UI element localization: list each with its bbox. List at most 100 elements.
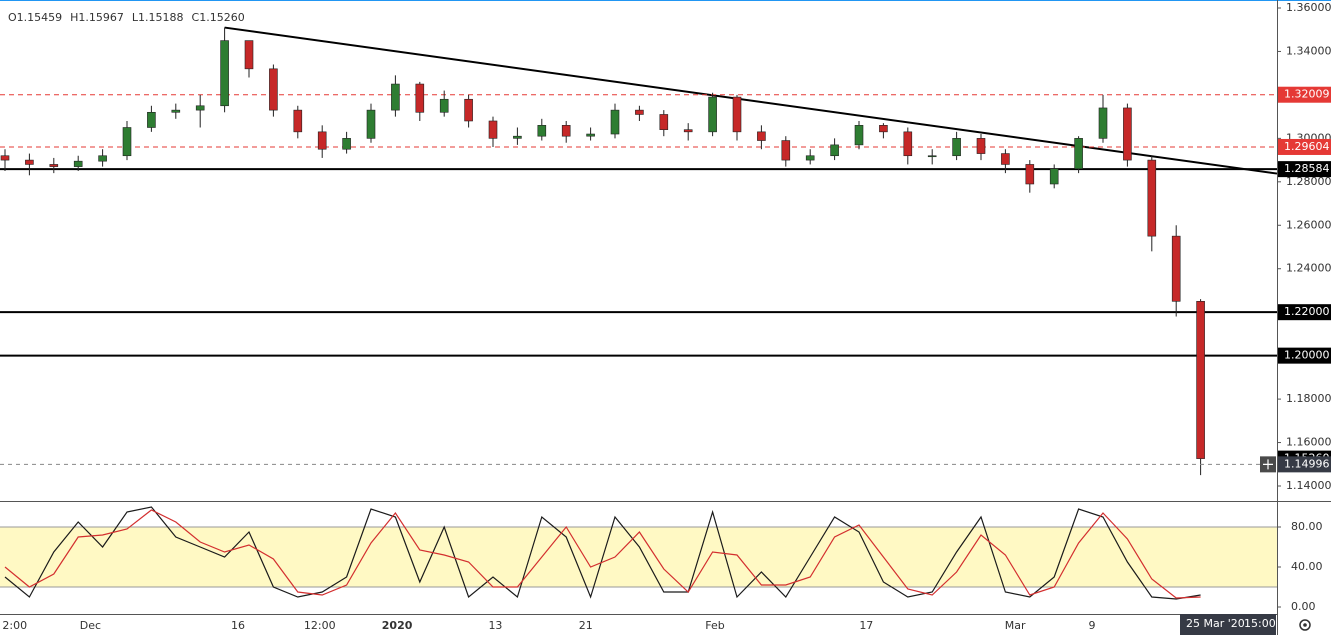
candle-body (1049, 168, 1059, 185)
x-tick-label: 2020 (382, 619, 413, 632)
candle-body (1123, 107, 1132, 161)
level-box (1278, 138, 1331, 155)
x-tick-label: Mar (1005, 619, 1026, 632)
level-box (1278, 161, 1331, 178)
candle-body (757, 131, 766, 141)
candle-body (1098, 107, 1108, 139)
candle-body (342, 138, 351, 150)
y-tick-label: 1.18000 (1286, 392, 1331, 405)
y-tick-label: 1.24000 (1286, 262, 1331, 275)
candle-body (195, 105, 205, 111)
cursor-date: 25 Mar '20 (1186, 617, 1245, 630)
candle-body (464, 98, 473, 122)
candle-body (1147, 159, 1157, 237)
oscillator-band (0, 527, 1277, 587)
candle-body (317, 131, 327, 150)
crosshair-price-label: 1.14996 (1284, 457, 1330, 470)
oscillator-line (4, 509, 1201, 599)
candle-body (976, 138, 986, 154)
candle-body (683, 129, 693, 133)
x-tick-label: 12:00 (304, 619, 336, 632)
candle-body (73, 160, 83, 167)
ohlc-value: C1.15260 (192, 11, 245, 24)
trendline (224, 26, 1278, 175)
candle-body (391, 83, 400, 111)
x-tick-label: 2:00 (2, 619, 27, 632)
candle-body (537, 125, 547, 137)
level-label: 1.29604 (1284, 140, 1330, 153)
candle-body (1025, 164, 1035, 185)
x-tick-label: 16 (231, 619, 245, 632)
candle-body (903, 131, 913, 157)
candle-body (488, 120, 498, 139)
level-box (1278, 347, 1331, 364)
candle-body (708, 96, 717, 133)
candle-body (220, 40, 229, 107)
candle-body (1196, 301, 1205, 459)
candle-body (49, 164, 59, 167)
candle-body (25, 159, 34, 165)
candle-body (0, 155, 10, 161)
ohlc-value: O1.15459 (8, 11, 62, 24)
candle-body (635, 109, 644, 115)
candle-body (366, 109, 376, 139)
candle-body (879, 125, 888, 133)
osc-tick-label: 0.00 (1291, 600, 1316, 613)
x-tick-label: Feb (705, 619, 724, 632)
candle-body (293, 109, 303, 133)
candle-body (952, 138, 961, 157)
level-box (1278, 304, 1331, 321)
candle-body (781, 140, 791, 161)
candle-body (439, 98, 449, 113)
crosshair-plus (1263, 459, 1273, 470)
x-tick-label: 17 (859, 619, 873, 632)
y-tick-label: 1.28000 (1286, 175, 1331, 188)
candle-body (561, 125, 571, 137)
candle-body (147, 111, 156, 128)
candle-body (586, 133, 595, 137)
candle-body (1171, 235, 1181, 302)
candle-body (854, 125, 864, 146)
y-tick-label: 1.36000 (1286, 1, 1331, 14)
candle-body (122, 127, 132, 157)
y-tick-label: 1.26000 (1286, 218, 1331, 231)
gear[interactable] (1299, 619, 1311, 631)
candle-body (805, 155, 815, 161)
ohlc-value: L1.15188 (132, 11, 184, 24)
candle-body (1074, 138, 1083, 170)
level-label: 1.20000 (1284, 349, 1330, 362)
osc-tick-label: 80.00 (1291, 520, 1323, 533)
candle-body (415, 83, 425, 113)
x-tick-label: 21 (579, 619, 593, 632)
cursor-time-box (1180, 614, 1276, 635)
candle-body (98, 155, 107, 162)
candle-body (269, 68, 278, 111)
level-label: 1.32009 (1284, 88, 1330, 101)
y-tick-label: 1.16000 (1286, 436, 1331, 449)
x-tick-label: 13 (488, 619, 502, 632)
gear-center (1303, 623, 1307, 627)
osc-tick-label: 40.00 (1291, 560, 1323, 573)
x-tick-label: 9 (1089, 619, 1096, 632)
crosshair-price-box (1278, 456, 1331, 473)
y-tick-label: 1.14000 (1286, 479, 1331, 492)
candle-body (244, 40, 254, 70)
candle-body (732, 96, 742, 133)
candle-body (830, 144, 839, 157)
ohlc-legend: O1.15459 H1.15967 L1.15188 C1.15260 (8, 11, 245, 24)
x-tick-label: Dec (80, 619, 101, 632)
y-tick-label: 1.34000 (1286, 44, 1331, 57)
settings-icon[interactable] (1299, 619, 1311, 631)
candle-body (171, 109, 181, 113)
candle-body (927, 155, 937, 158)
oscillator-line (4, 506, 1201, 600)
candle-body (659, 114, 669, 130)
level-box (1278, 86, 1331, 103)
ohlc-value: H1.15967 (70, 11, 124, 24)
candle-body (513, 135, 522, 139)
candle-body (610, 109, 620, 135)
cursor-time: 15:00 (1244, 617, 1276, 630)
candle-body (1001, 153, 1010, 165)
